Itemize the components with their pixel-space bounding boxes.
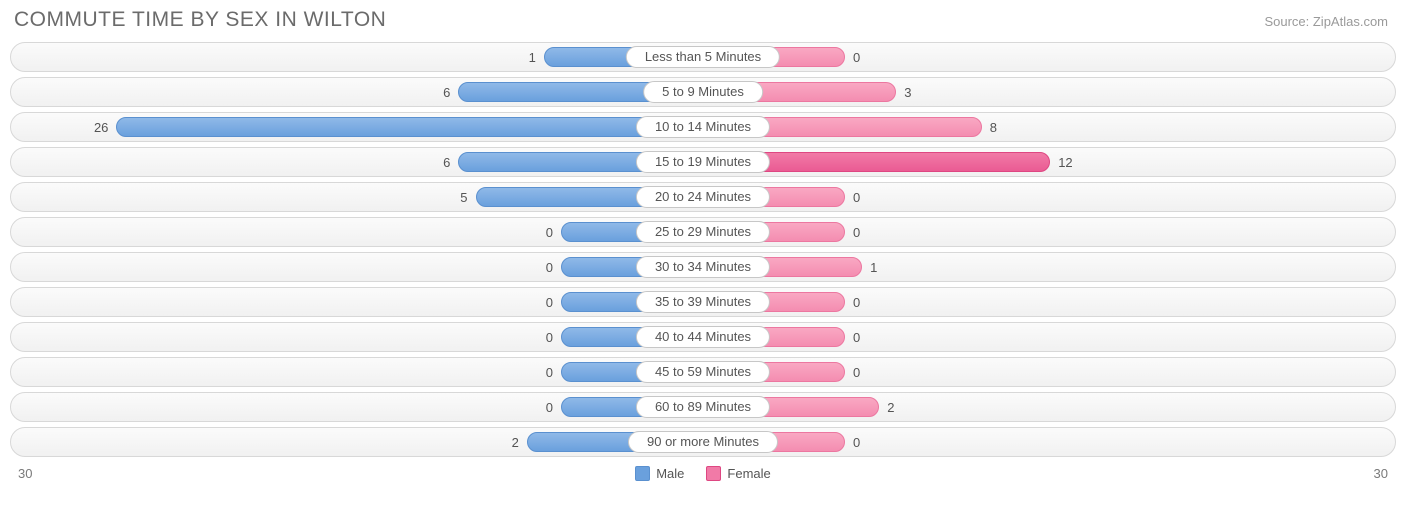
male-swatch-icon [635, 466, 650, 481]
chart-source: Source: ZipAtlas.com [1264, 14, 1388, 29]
male-value: 6 [435, 155, 458, 170]
row-label: 5 to 9 Minutes [643, 81, 763, 103]
table-row: 6 3 5 to 9 Minutes [10, 77, 1396, 107]
female-swatch-icon [706, 466, 721, 481]
chart-footer: 30 Male Female 30 [0, 462, 1406, 481]
axis-max-right: 30 [1374, 466, 1388, 481]
female-value: 2 [879, 400, 902, 415]
table-row: 1 0 Less than 5 Minutes [10, 42, 1396, 72]
legend-male: Male [635, 466, 684, 481]
row-label: 10 to 14 Minutes [636, 116, 770, 138]
legend: Male Female [635, 466, 771, 481]
table-row: 5 0 20 to 24 Minutes [10, 182, 1396, 212]
chart-title: COMMUTE TIME BY SEX IN WILTON [14, 8, 386, 32]
male-bar [116, 117, 711, 137]
table-row: 6 12 15 to 19 Minutes [10, 147, 1396, 177]
female-value: 0 [845, 50, 868, 65]
table-row: 0 0 25 to 29 Minutes [10, 217, 1396, 247]
row-label: 15 to 19 Minutes [636, 151, 770, 173]
table-row: 0 0 35 to 39 Minutes [10, 287, 1396, 317]
row-label: 45 to 59 Minutes [636, 361, 770, 383]
table-row: 0 1 30 to 34 Minutes [10, 252, 1396, 282]
male-value: 0 [538, 400, 561, 415]
table-row: 0 2 60 to 89 Minutes [10, 392, 1396, 422]
table-row: 0 0 40 to 44 Minutes [10, 322, 1396, 352]
male-value: 0 [538, 330, 561, 345]
male-value: 26 [86, 120, 116, 135]
female-value: 0 [845, 365, 868, 380]
table-row: 26 8 10 to 14 Minutes [10, 112, 1396, 142]
row-label: 20 to 24 Minutes [636, 186, 770, 208]
legend-male-label: Male [656, 466, 684, 481]
male-value: 2 [504, 435, 527, 450]
female-value: 0 [845, 225, 868, 240]
male-value: 0 [538, 295, 561, 310]
female-value: 0 [845, 190, 868, 205]
male-value: 0 [538, 365, 561, 380]
row-label: 25 to 29 Minutes [636, 221, 770, 243]
female-value: 0 [845, 330, 868, 345]
female-value: 3 [896, 85, 919, 100]
male-value: 6 [435, 85, 458, 100]
legend-female: Female [706, 466, 770, 481]
axis-max-left: 30 [18, 466, 32, 481]
row-label: 40 to 44 Minutes [636, 326, 770, 348]
male-value: 0 [538, 225, 561, 240]
diverging-bar-chart: 10Less than 5 Minutes635 to 9 Minutes268… [0, 42, 1406, 457]
male-value: 1 [521, 50, 544, 65]
female-value: 12 [1050, 155, 1080, 170]
female-value: 8 [982, 120, 1005, 135]
row-label: 30 to 34 Minutes [636, 256, 770, 278]
row-label: Less than 5 Minutes [626, 46, 780, 68]
female-value: 1 [862, 260, 885, 275]
row-label: 90 or more Minutes [628, 431, 778, 453]
row-label: 60 to 89 Minutes [636, 396, 770, 418]
legend-female-label: Female [727, 466, 770, 481]
female-value: 0 [845, 295, 868, 310]
female-value: 0 [845, 435, 868, 450]
table-row: 2 0 90 or more Minutes [10, 427, 1396, 457]
male-value: 5 [452, 190, 475, 205]
table-row: 0 0 45 to 59 Minutes [10, 357, 1396, 387]
row-label: 35 to 39 Minutes [636, 291, 770, 313]
chart-header: COMMUTE TIME BY SEX IN WILTON Source: Zi… [0, 0, 1406, 42]
male-value: 0 [538, 260, 561, 275]
